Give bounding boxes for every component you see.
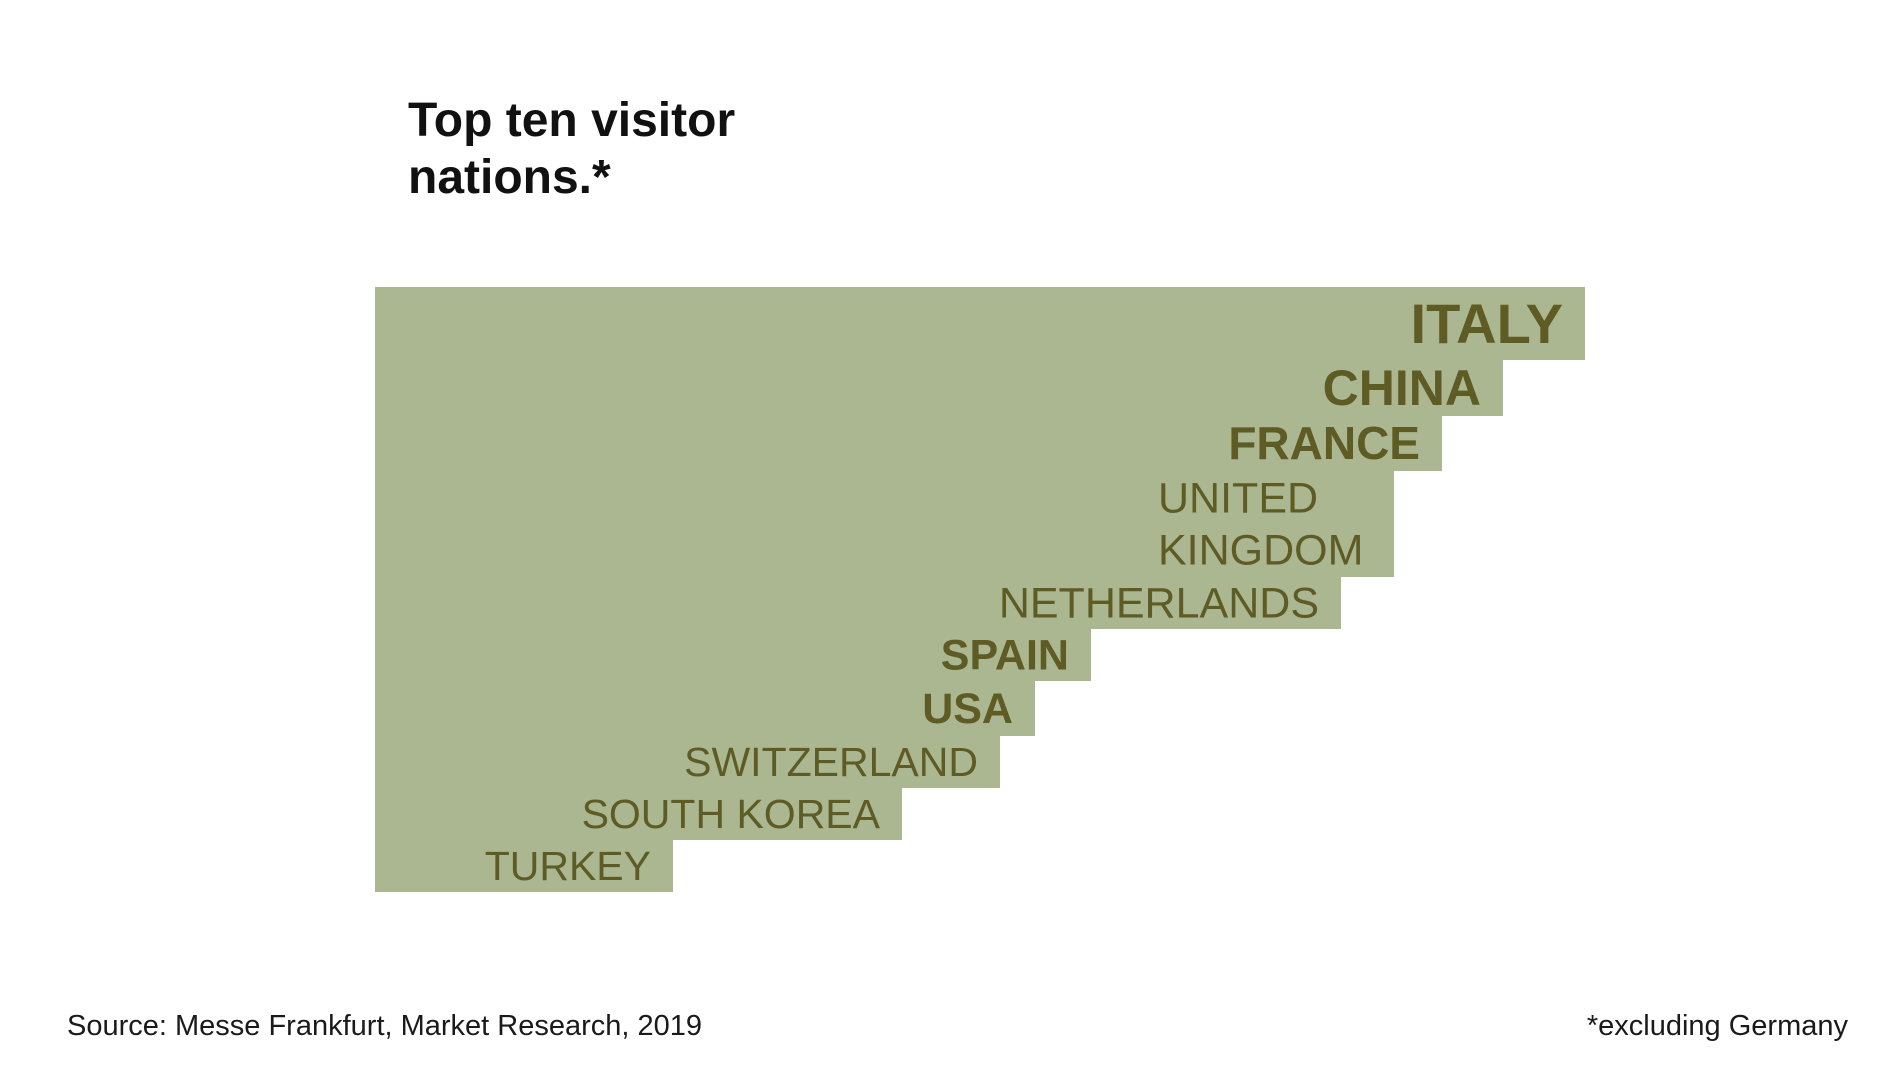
label-france: FRANCE: [1228, 417, 1420, 469]
chart-title-line-2: nations.*: [408, 151, 611, 204]
bar-south-korea: [375, 787, 902, 840]
label-united-kingdom: UNITED KINGDOM: [1158, 475, 1363, 575]
chart-title: Top ten visitor nations.*: [408, 92, 868, 206]
bar-spain: [375, 628, 1091, 681]
bar-switzerland: [375, 735, 1000, 788]
label-switzerland: SWITZERLAND: [684, 739, 978, 785]
bar-china: [375, 359, 1503, 416]
bar-italy: [375, 287, 1585, 360]
label-italy: ITALY: [1411, 292, 1563, 355]
label-usa: USA: [922, 685, 1013, 733]
bar-turkey: [375, 839, 673, 892]
label-south-korea: SOUTH KOREA: [582, 791, 881, 837]
source-note: Source: Messe Frankfurt, Market Research…: [67, 1010, 703, 1042]
label-spain: SPAIN: [941, 631, 1069, 679]
label-netherlands: NETHERLANDS: [999, 579, 1319, 627]
bar-france: [375, 415, 1442, 471]
label-turkey: TURKEY: [485, 843, 651, 889]
chart-title-line-1: Top ten visitor: [408, 94, 736, 147]
bar-netherlands: [375, 576, 1341, 629]
label-line: UNITED: [1158, 475, 1318, 523]
bar-usa: [375, 680, 1035, 736]
bar-united-kingdom: [375, 470, 1394, 577]
label-line: KINGDOM: [1158, 526, 1363, 574]
label-china: CHINA: [1323, 360, 1481, 416]
footnote: *excluding Germany: [1586, 1010, 1848, 1042]
